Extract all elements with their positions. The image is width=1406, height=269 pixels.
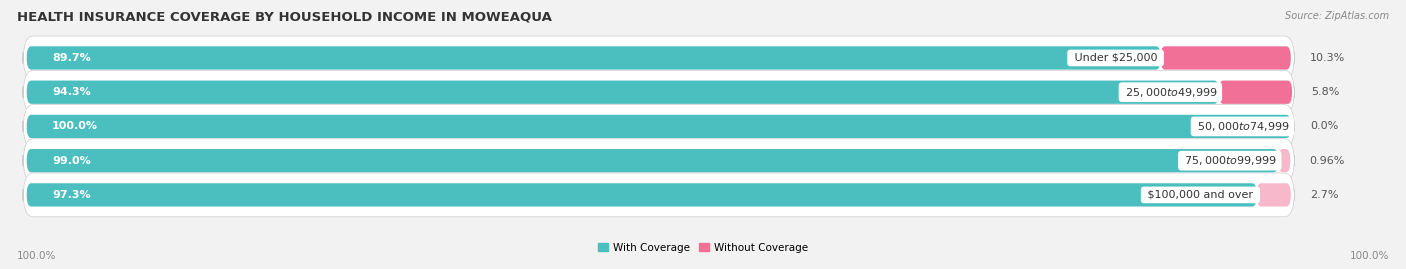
FancyBboxPatch shape <box>27 46 1160 70</box>
Text: 94.3%: 94.3% <box>52 87 91 97</box>
Text: 100.0%: 100.0% <box>52 121 98 132</box>
Text: HEALTH INSURANCE COVERAGE BY HOUSEHOLD INCOME IN MOWEAQUA: HEALTH INSURANCE COVERAGE BY HOUSEHOLD I… <box>17 11 551 24</box>
Text: 100.0%: 100.0% <box>17 251 56 261</box>
FancyBboxPatch shape <box>22 105 1295 148</box>
Legend: With Coverage, Without Coverage: With Coverage, Without Coverage <box>593 238 813 257</box>
Text: $100,000 and over: $100,000 and over <box>1144 190 1257 200</box>
FancyBboxPatch shape <box>27 149 1278 172</box>
FancyBboxPatch shape <box>1278 149 1291 172</box>
Text: 5.8%: 5.8% <box>1310 87 1340 97</box>
FancyBboxPatch shape <box>1257 183 1291 207</box>
Text: 2.7%: 2.7% <box>1310 190 1339 200</box>
FancyBboxPatch shape <box>22 70 1295 114</box>
FancyBboxPatch shape <box>22 139 1295 183</box>
FancyBboxPatch shape <box>22 173 1295 217</box>
FancyBboxPatch shape <box>27 183 1257 207</box>
FancyBboxPatch shape <box>22 36 1295 80</box>
FancyBboxPatch shape <box>1219 80 1292 104</box>
Text: 100.0%: 100.0% <box>1350 251 1389 261</box>
Text: Source: ZipAtlas.com: Source: ZipAtlas.com <box>1285 11 1389 21</box>
Text: $50,000 to $74,999: $50,000 to $74,999 <box>1194 120 1291 133</box>
Text: 10.3%: 10.3% <box>1310 53 1346 63</box>
Text: 99.0%: 99.0% <box>52 156 91 166</box>
Text: Under $25,000: Under $25,000 <box>1070 53 1160 63</box>
Text: 97.3%: 97.3% <box>52 190 90 200</box>
FancyBboxPatch shape <box>1160 46 1291 70</box>
Text: 89.7%: 89.7% <box>52 53 91 63</box>
Text: $75,000 to $99,999: $75,000 to $99,999 <box>1181 154 1278 167</box>
FancyBboxPatch shape <box>27 115 1291 138</box>
Text: 0.0%: 0.0% <box>1310 121 1339 132</box>
Text: $25,000 to $49,999: $25,000 to $49,999 <box>1122 86 1219 99</box>
FancyBboxPatch shape <box>27 80 1219 104</box>
Text: 0.96%: 0.96% <box>1309 156 1344 166</box>
